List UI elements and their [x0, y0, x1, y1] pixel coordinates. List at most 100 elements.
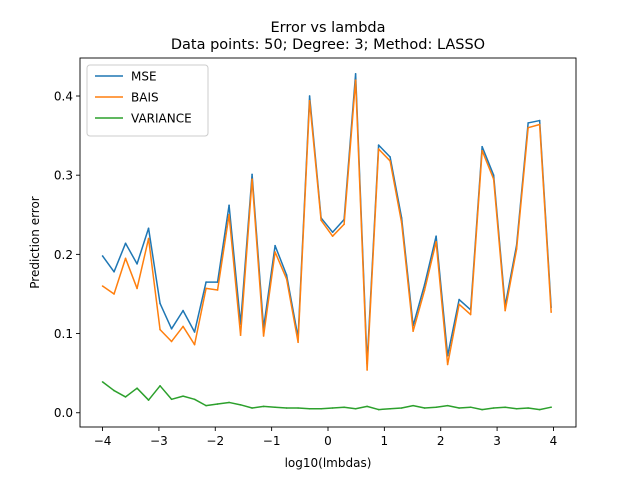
- data-point-mse: [147, 227, 150, 230]
- data-point-variance: [527, 407, 529, 409]
- data-point-variance: [377, 408, 380, 411]
- data-point-bais: [366, 369, 368, 371]
- data-point-variance: [504, 406, 506, 409]
- data-point-bais: [239, 334, 242, 336]
- data-point-bais: [182, 325, 184, 328]
- data-point-mse: [124, 242, 127, 245]
- data-point-bais: [274, 251, 276, 253]
- data-point-variance: [274, 406, 276, 409]
- plot-layer: [101, 73, 552, 411]
- x-tick-label: −3: [150, 434, 168, 448]
- data-point-variance: [331, 407, 334, 409]
- y-tick-label: 0.2: [54, 248, 73, 262]
- data-point-variance: [435, 406, 437, 409]
- data-point-bais: [550, 311, 552, 313]
- data-point-bais: [147, 237, 150, 240]
- data-point-bais: [446, 363, 449, 366]
- data-point-bais: [354, 79, 357, 81]
- data-point-variance: [216, 403, 219, 405]
- legend-label: BAIS: [131, 91, 159, 105]
- data-point-bais: [492, 178, 495, 180]
- data-point-variance: [354, 407, 357, 410]
- data-point-bais: [297, 341, 299, 344]
- series-line-variance: [102, 381, 552, 411]
- data-point-variance: [193, 398, 196, 401]
- data-point-bais: [285, 278, 288, 280]
- data-point-variance: [205, 404, 207, 407]
- y-tick-label: 0.4: [54, 90, 73, 104]
- data-point-bais: [458, 303, 460, 306]
- data-point-bais: [527, 126, 529, 129]
- x-tick-label: 3: [493, 434, 501, 448]
- data-point-mse: [205, 281, 207, 283]
- data-point-bais: [343, 223, 345, 226]
- data-point-bais: [469, 313, 472, 316]
- data-point-bais: [481, 149, 483, 152]
- data-point-mse: [527, 122, 529, 124]
- ticks-layer: −4 −3 −2 −1 0 1 2 3 4 0.0 0.1 0.2 0.3 0.4: [54, 90, 557, 448]
- data-point-mse: [377, 144, 380, 146]
- axes-frame: [79, 57, 577, 428]
- data-point-variance: [136, 387, 138, 389]
- data-point-variance: [538, 408, 541, 411]
- data-point-bais: [113, 293, 115, 295]
- y-tick-label: 0.1: [54, 327, 73, 341]
- data-point-variance: [308, 407, 311, 410]
- data-point-variance: [251, 407, 253, 409]
- data-point-mse: [136, 263, 138, 265]
- data-point-mse: [492, 174, 495, 176]
- data-point-variance: [423, 407, 426, 409]
- data-point-variance: [515, 407, 518, 410]
- data-point-bais: [251, 178, 253, 180]
- data-point-bais: [320, 219, 322, 222]
- data-point-mse: [538, 119, 541, 122]
- data-point-variance: [101, 381, 104, 383]
- data-point-bais: [377, 148, 380, 150]
- data-point-bais: [124, 257, 127, 260]
- data-point-bais: [423, 289, 426, 291]
- data-point-mse: [285, 274, 288, 276]
- chart-title: Error vs lambda: [270, 20, 385, 36]
- y-axis-label: Prediction error: [28, 196, 42, 289]
- data-point-mse: [170, 328, 173, 330]
- x-tick-label: −4: [94, 434, 112, 448]
- x-tick-label: 2: [437, 434, 445, 448]
- data-point-variance: [412, 404, 414, 407]
- data-point-bais: [389, 160, 391, 162]
- data-point-variance: [228, 401, 230, 404]
- data-point-bais: [205, 287, 207, 290]
- data-point-mse: [458, 298, 460, 301]
- data-point-bais: [412, 330, 414, 332]
- data-point-variance: [147, 399, 150, 401]
- data-point-variance: [320, 407, 322, 410]
- data-point-bais: [228, 213, 230, 216]
- x-tick-label: −1: [263, 434, 281, 448]
- data-point-mse: [101, 255, 104, 257]
- data-point-variance: [124, 396, 127, 398]
- data-point-mse: [228, 204, 230, 207]
- data-point-mse: [435, 235, 437, 237]
- data-point-bais: [136, 287, 138, 290]
- data-point-variance: [446, 404, 449, 407]
- data-point-variance: [389, 407, 391, 410]
- data-point-variance: [170, 398, 173, 401]
- data-point-bais: [159, 328, 161, 331]
- data-point-variance: [366, 405, 368, 408]
- x-tick-label: −2: [206, 434, 224, 448]
- data-point-mse: [274, 244, 276, 247]
- data-point-variance: [113, 389, 115, 392]
- x-tick-label: 0: [324, 434, 332, 448]
- y-tick-label: 0.3: [54, 169, 73, 183]
- data-point-variance: [458, 407, 460, 409]
- data-point-bais: [308, 99, 311, 102]
- data-point-bais: [515, 248, 518, 250]
- data-point-mse: [389, 156, 391, 158]
- legend-label: VARIANCE: [131, 112, 192, 126]
- data-point-variance: [285, 407, 288, 409]
- data-point-variance: [182, 395, 184, 397]
- x-tick-label: 1: [381, 434, 389, 448]
- data-point-mse: [193, 331, 196, 333]
- data-point-bais: [193, 343, 196, 346]
- data-point-bais: [101, 285, 104, 287]
